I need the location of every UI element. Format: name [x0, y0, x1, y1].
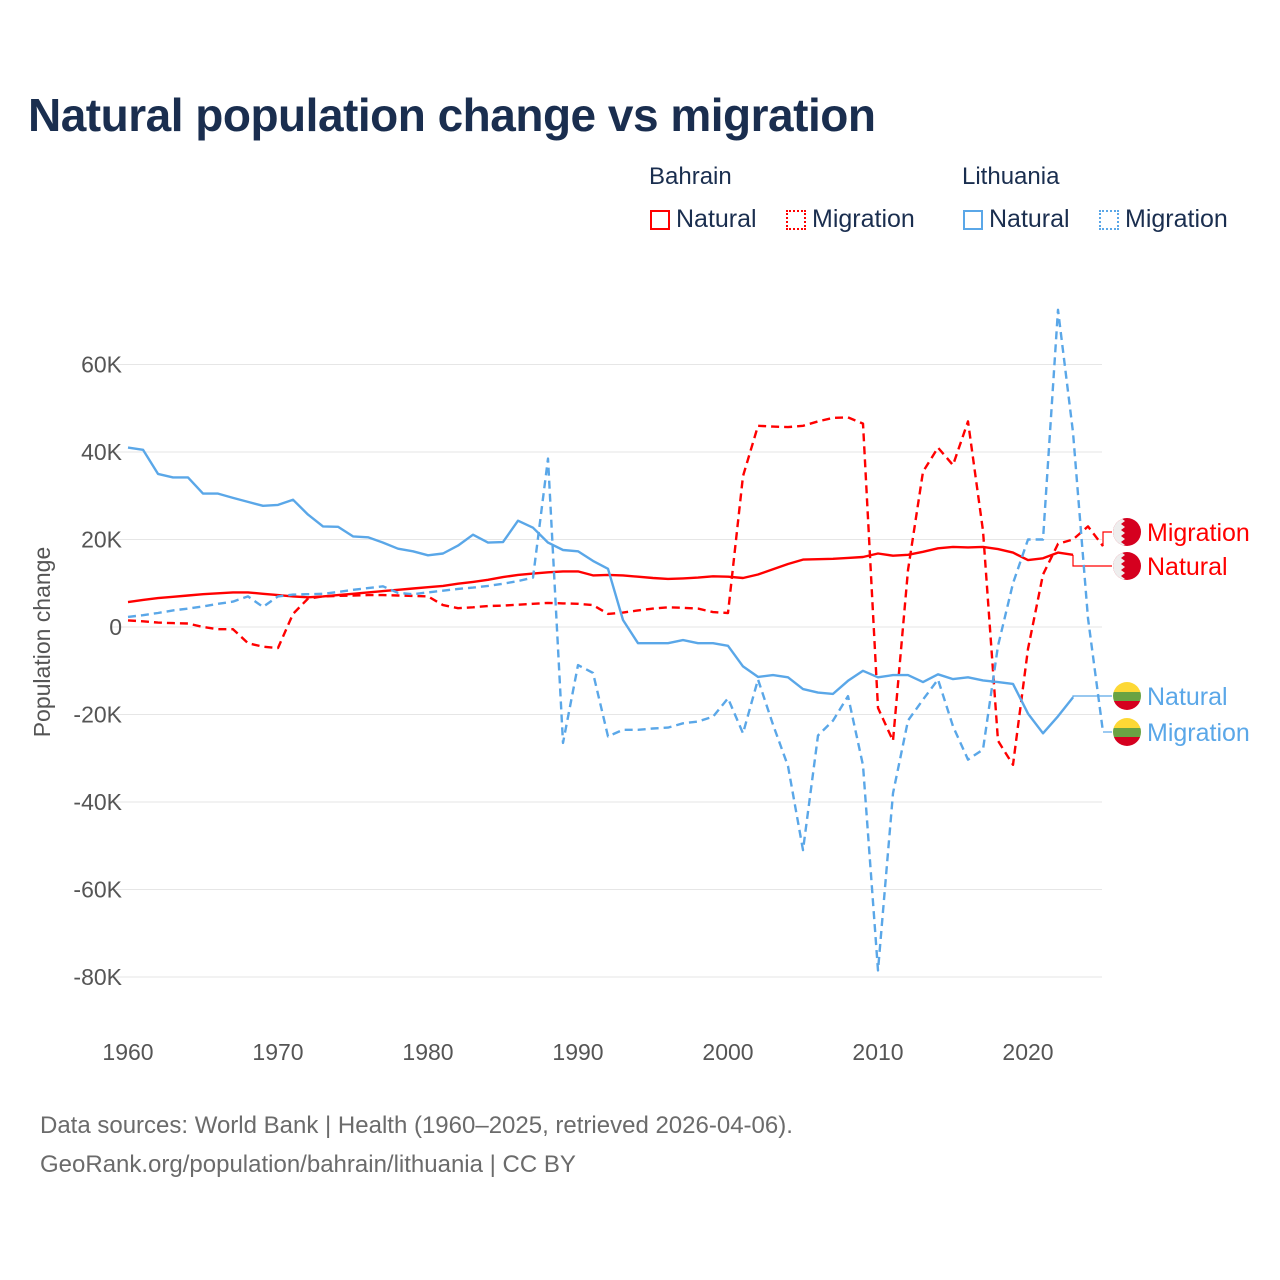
legend-label: Natural [676, 205, 757, 233]
footer: Data sources: World Bank | Health (1960–… [40, 1106, 793, 1184]
series-line-lithuania-migration [127, 308, 1105, 972]
lithuania-flag-icon [1113, 718, 1141, 746]
legend-group-bahrain: Bahrain [649, 163, 732, 190]
series-line-bahrain-natural [127, 545, 1074, 604]
solid-swatch-icon [963, 209, 983, 230]
y-tick-label: 0 [109, 614, 122, 640]
legend-item-bahrain-natural[interactable]: Natural [650, 205, 757, 234]
legend-item-lithuania-natural[interactable]: Natural [963, 205, 1070, 234]
legend-group-lithuania: Lithuania [962, 163, 1060, 190]
x-tick-label: 1990 [552, 1039, 603, 1065]
dotted-swatch-icon [1099, 209, 1119, 230]
lithuania-flag-icon [1113, 682, 1141, 710]
legend-label: Migration [1125, 205, 1228, 233]
x-tick-label: 1980 [402, 1039, 453, 1065]
y-axis-label: Population change [29, 547, 55, 738]
x-tick-label: 2020 [1002, 1039, 1053, 1065]
bahrain-flag-icon [1113, 518, 1141, 546]
series-end-label: Migration [1147, 719, 1250, 747]
bahrain-flag-icon [1113, 552, 1141, 580]
y-tick-label: -20K [73, 702, 122, 728]
source-link[interactable]: GeoRank.org/population/bahrain/lithuania… [40, 1151, 576, 1178]
series-end-label: Natural [1147, 683, 1228, 711]
solid-swatch-icon [650, 209, 670, 230]
label-connector [1072, 554, 1112, 567]
y-tick-label: -40K [73, 789, 122, 815]
x-tick-label: 1970 [252, 1039, 303, 1065]
label-connector [1072, 695, 1112, 698]
data-source-note: Data sources: World Bank | Health (1960–… [40, 1112, 793, 1139]
legend-item-bahrain-migration[interactable]: Migration [786, 205, 915, 234]
dotted-swatch-icon [786, 209, 806, 230]
series-end-label: Natural [1147, 553, 1228, 581]
y-tick-label: -60K [73, 877, 122, 903]
legend-label: Migration [812, 205, 915, 233]
y-tick-label: 60K [81, 352, 123, 378]
x-tick-label: 1960 [102, 1039, 153, 1065]
y-tick-label: -80K [73, 964, 122, 990]
series-line-bahrain-migration [127, 416, 1104, 766]
x-tick-label: 2010 [852, 1039, 903, 1065]
y-tick-label: 20K [81, 527, 123, 553]
series-end-label: Migration [1147, 519, 1250, 547]
y-tick-label: 40K [81, 439, 123, 465]
legend-label: Natural [989, 205, 1070, 233]
label-connector [1102, 531, 1112, 547]
chart-title: Natural population change vs migration [28, 89, 876, 141]
series-line-lithuania-natural [127, 446, 1074, 735]
x-tick-label: 2000 [702, 1039, 753, 1065]
legend-item-lithuania-migration[interactable]: Migration [1099, 205, 1228, 234]
